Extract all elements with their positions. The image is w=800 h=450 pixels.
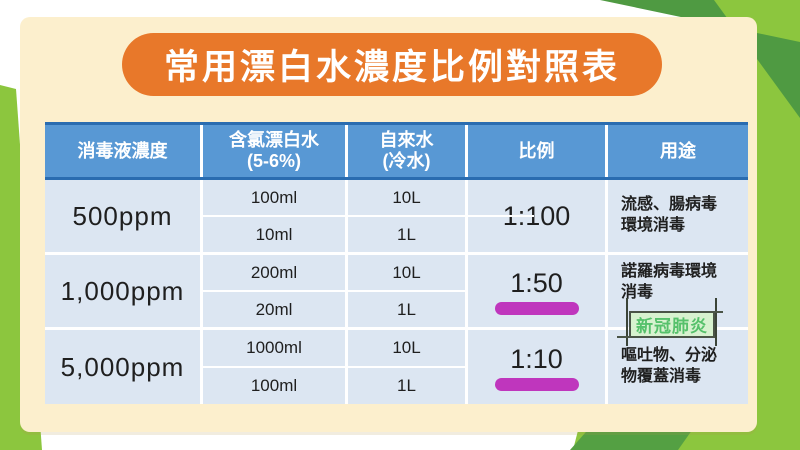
bleach-subcolumn: 100ml 10ml (203, 180, 348, 252)
usage-cell: 流感、腸病毒 環境消毒 (621, 196, 718, 234)
water-amount: 1L (397, 299, 416, 319)
concentration-cell: 5,000ppm (45, 330, 203, 404)
bleach-subcolumn: 200ml 20ml (203, 255, 348, 327)
bleach-amount: 10ml (255, 224, 293, 244)
concentration-cell: 1,000ppm (45, 255, 203, 327)
annotation-tick-mark (626, 298, 628, 346)
magenta-highlight-underline (494, 301, 579, 315)
usage-cell: 嘔吐物、分泌 物覆蓋消毒 (621, 347, 718, 385)
col-header-ratio: 比例 (468, 125, 608, 177)
col-header-water: 自來水 (冷水) (348, 125, 468, 177)
water-subcolumn: 10L 1L (348, 255, 468, 327)
bleach-amount: 100ml (203, 180, 345, 217)
ratio-cell: 1:10 (468, 330, 608, 404)
bleach-amount: 1000ml (203, 330, 345, 368)
water-amount: 10L (348, 255, 465, 292)
dilution-table: 消毒液濃度 含氯漂白水 (5-6%) 自來水 (冷水) 比例 用途 500ppm… (45, 122, 748, 404)
concentration-cell: 500ppm (45, 180, 203, 252)
table-row: 1,000ppm 200ml 20ml 10L 1L 1:50 諾羅病毒環境 消… (45, 255, 748, 330)
ratio-cell: 1:100 (468, 180, 608, 252)
water-amount: 10L (348, 330, 465, 368)
title-banner: 常用漂白水濃度比例對照表 (122, 33, 662, 96)
col-header-usage: 用途 (660, 140, 696, 161)
annotation-sketch-line (617, 336, 639, 338)
ratio-value: 1:50 (510, 267, 563, 298)
water-amount: 10L (348, 180, 465, 217)
ratio-value: 1:10 (510, 343, 563, 374)
water-subcolumn: 10L 1L (348, 180, 468, 252)
ratio-cell: 1:50 (468, 255, 608, 327)
cell-divider-stub (468, 215, 534, 217)
col-header-bleach: 含氯漂白水 (5-6%) (203, 125, 348, 177)
covid-annotation-box: 新冠肺炎 (629, 311, 715, 338)
bleach-amount: 200ml (203, 255, 345, 292)
table-row: 5,000ppm 1000ml 100ml 10L 1L 1:10 嘔吐物、分泌… (45, 330, 748, 404)
annotation-tick-mark (715, 298, 717, 346)
covid-annotation-label: 新冠肺炎 (636, 317, 708, 336)
bleach-subcolumn: 1000ml 100ml (203, 330, 348, 404)
table-row: 500ppm 100ml 10ml 10L 1L 1:100 流感、腸病毒 環境… (45, 180, 748, 255)
col-header-concentration: 消毒液濃度 (45, 125, 203, 177)
page-title: 常用漂白水濃度比例對照表 (163, 48, 620, 87)
table-header-row: 消毒液濃度 含氯漂白水 (5-6%) 自來水 (冷水) 比例 用途 (45, 122, 748, 180)
magenta-highlight-underline (494, 377, 579, 391)
water-amount: 1L (397, 376, 416, 395)
water-amount: 1L (397, 224, 416, 244)
usage-cell: 諾羅病毒環境 消毒 (621, 263, 718, 301)
water-subcolumn: 10L 1L (348, 330, 468, 404)
bleach-amount: 20ml (255, 299, 293, 319)
bleach-amount: 100ml (250, 376, 298, 395)
